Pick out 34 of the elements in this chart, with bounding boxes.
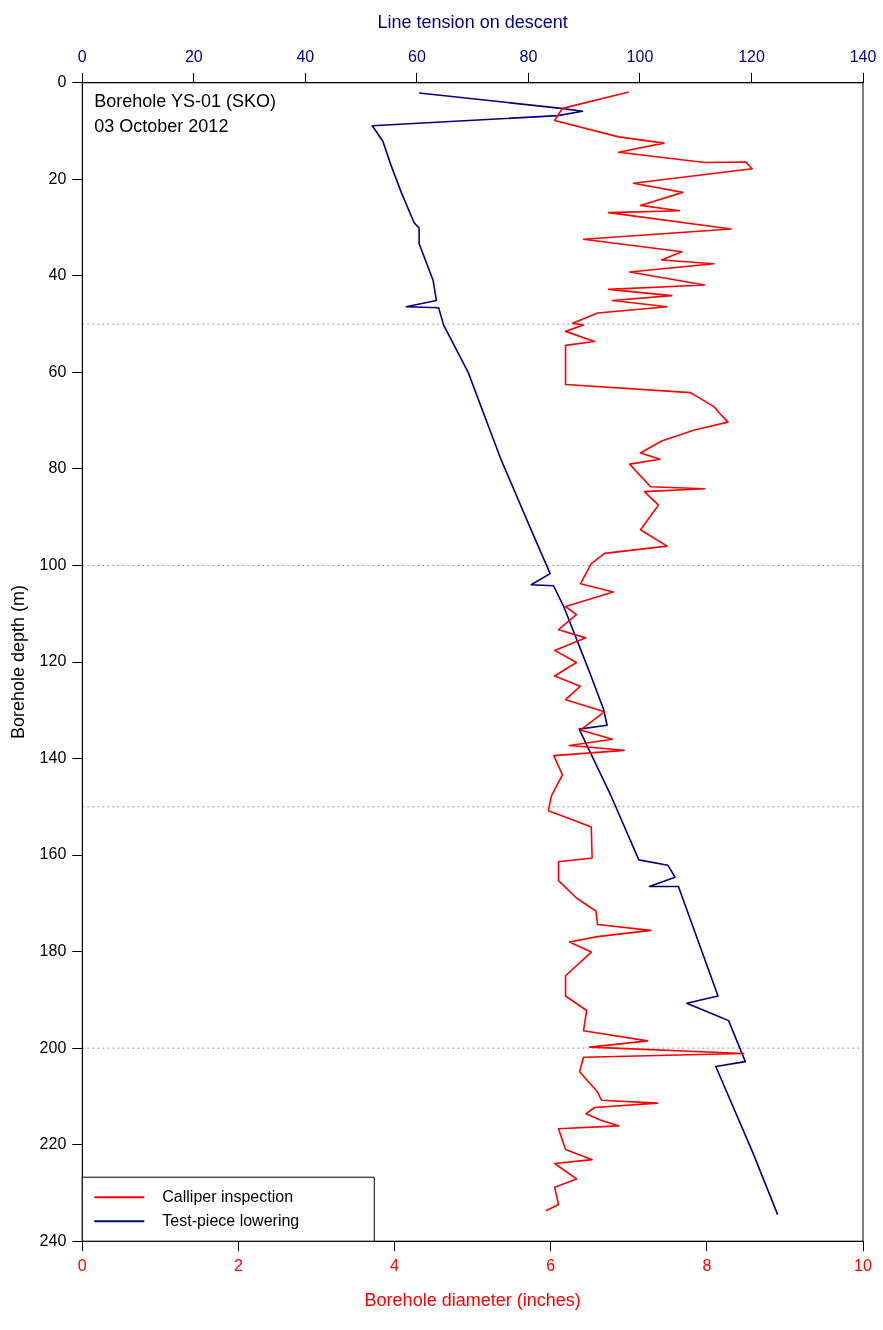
x-tick-label: 6 (546, 1257, 556, 1275)
y-axis-title: Borehole depth (m) (7, 584, 28, 740)
y-tick-label: 100 (39, 555, 67, 573)
x2-tick-label: 140 (849, 47, 877, 65)
x-tick-label: 8 (702, 1257, 712, 1275)
text: Borehole YS-01 (SKO) (94, 90, 277, 111)
x2-axis-title: Line tension on descent (377, 11, 568, 32)
y-tick-label: 60 (48, 362, 67, 380)
text: 03 October 2012 (94, 115, 229, 136)
y-tick-label: 80 (48, 459, 67, 477)
x2-tick-label: 60 (407, 47, 426, 65)
y-tick-label: 20 (48, 169, 67, 187)
x-axis-title: Borehole diameter (inches) (364, 1290, 581, 1311)
x-tick-label: 2 (233, 1257, 243, 1275)
x2-tick-label: 100 (626, 47, 654, 65)
y-tick-label: 40 (48, 266, 67, 284)
y-tick-label: 120 (39, 652, 67, 670)
legend-label: Calliper inspection (162, 1187, 294, 1205)
y-tick-label: 140 (39, 748, 67, 766)
x2-tick-label: 80 (519, 47, 538, 65)
y-tick-label: 160 (39, 845, 67, 863)
x-tick-label: 4 (390, 1257, 400, 1275)
x2-tick-label: 120 (738, 47, 765, 65)
x2-tick-label: 0 (77, 47, 87, 65)
x-tick-label: 0 (77, 1257, 87, 1275)
y-tick-label: 220 (39, 1135, 67, 1153)
x-tick-label: 10 (854, 1257, 872, 1275)
y-tick-label: 240 (39, 1231, 67, 1249)
y-tick-label: 0 (57, 73, 67, 91)
x2-tick-label: 40 (296, 47, 315, 65)
y-tick-label: 200 (39, 1038, 67, 1056)
legend-label: Test-piece lowering (162, 1211, 300, 1229)
y-tick-label: 180 (39, 942, 67, 960)
x2-tick-label: 20 (184, 47, 203, 65)
